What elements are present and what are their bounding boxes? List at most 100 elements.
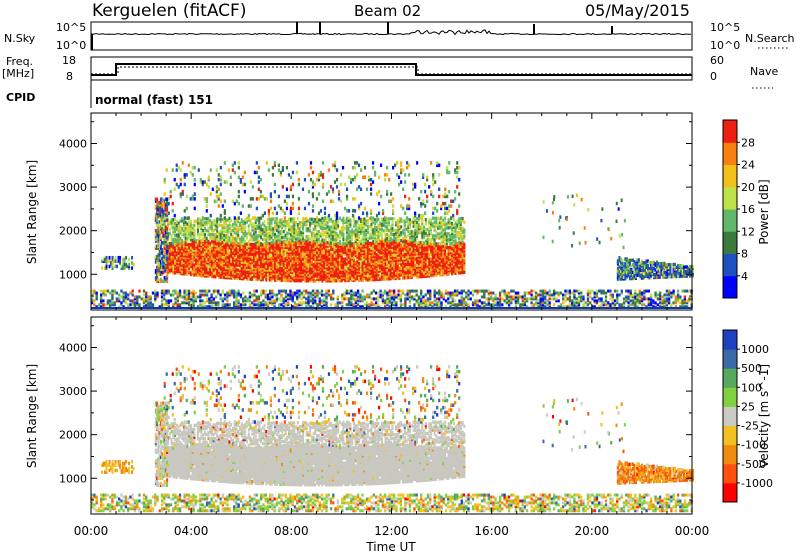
power-cell [279,263,282,268]
power-cell [351,248,354,253]
power-cell [269,291,272,295]
power-cell [333,275,336,280]
power-cell [328,229,331,233]
power-cell [354,297,357,301]
power-cell [685,299,689,303]
power-cell [212,240,215,244]
power-cell [226,272,229,277]
power-cell [293,229,296,233]
power-cell [242,267,245,271]
power-cell [342,224,345,228]
power-cell [102,291,105,295]
power-cell [337,226,340,230]
power-cell [386,229,389,233]
power-cell [368,236,371,240]
power-cell [316,270,319,275]
power-cell [485,289,488,293]
power-cell [226,259,229,263]
power-cell [303,247,306,252]
power-cell [256,272,259,277]
power-cell [326,241,329,245]
power-cell [223,246,226,250]
power-cell [340,264,343,268]
power-cell [487,297,490,301]
power-cell [465,291,468,295]
power-cell [182,253,185,258]
power-cell [595,301,599,305]
power-cell [163,246,166,251]
power-cell [258,242,261,246]
power-cell [347,303,351,307]
power-cell [310,267,313,271]
power-cell [205,297,209,301]
power-cell [366,273,369,277]
power-cell [202,270,205,275]
power-cell [289,229,292,233]
power-cell [324,256,327,260]
power-cell [274,221,277,225]
power-cell [216,257,219,261]
power-cell [279,230,282,234]
power-cell [532,289,536,293]
power-cell [195,273,198,277]
power-cell [238,247,241,251]
power-cell [342,275,345,279]
power-cell [647,297,650,301]
power-cell [296,249,299,253]
power-cell [221,245,224,250]
power-cell [167,236,170,240]
power-cell [207,271,210,275]
power-cell [667,291,671,295]
power-cell [193,243,196,247]
power-cell [330,267,333,271]
power-cell [230,218,233,223]
power-cell [319,270,322,275]
power-cell [191,253,194,257]
power-cell [289,225,292,229]
power-cell [534,297,538,301]
power-cell [591,305,594,309]
power-cell [380,235,383,239]
power-cell [174,289,177,293]
power-cell [265,250,268,254]
power-cell [246,255,249,260]
power-cell [349,268,352,273]
power-cell [571,291,574,295]
power-cell [324,257,327,261]
power-cell [503,291,506,295]
power-cell [595,299,599,303]
power-cell [539,299,542,303]
power-cell [300,264,303,268]
power-cell [246,273,249,278]
power-cell [555,299,558,303]
power-cell [307,251,310,255]
power-cell [293,270,296,275]
power-cell [145,291,148,295]
power-cell [277,260,280,264]
power-cell [287,301,290,305]
power-cell [347,272,350,276]
power-cell [310,254,313,258]
power-cell [375,269,378,273]
power-cell [272,233,275,237]
power-cell [363,253,366,257]
power-cell [302,295,306,299]
power-cell [233,256,236,260]
power-cell [347,278,350,283]
power-cell [142,299,146,303]
power-cell [223,244,226,248]
power-cell [321,222,324,226]
power-cell [314,221,317,226]
power-cell [233,245,236,249]
power-cell [312,233,315,237]
power-cell [237,255,240,259]
power-cell [261,258,264,262]
power-cell [231,266,234,270]
power-cell [281,224,284,228]
power-cell [307,291,310,295]
power-cell [186,265,189,270]
power-cell [562,297,565,301]
power-cell [449,305,452,309]
power-cell [104,303,107,307]
